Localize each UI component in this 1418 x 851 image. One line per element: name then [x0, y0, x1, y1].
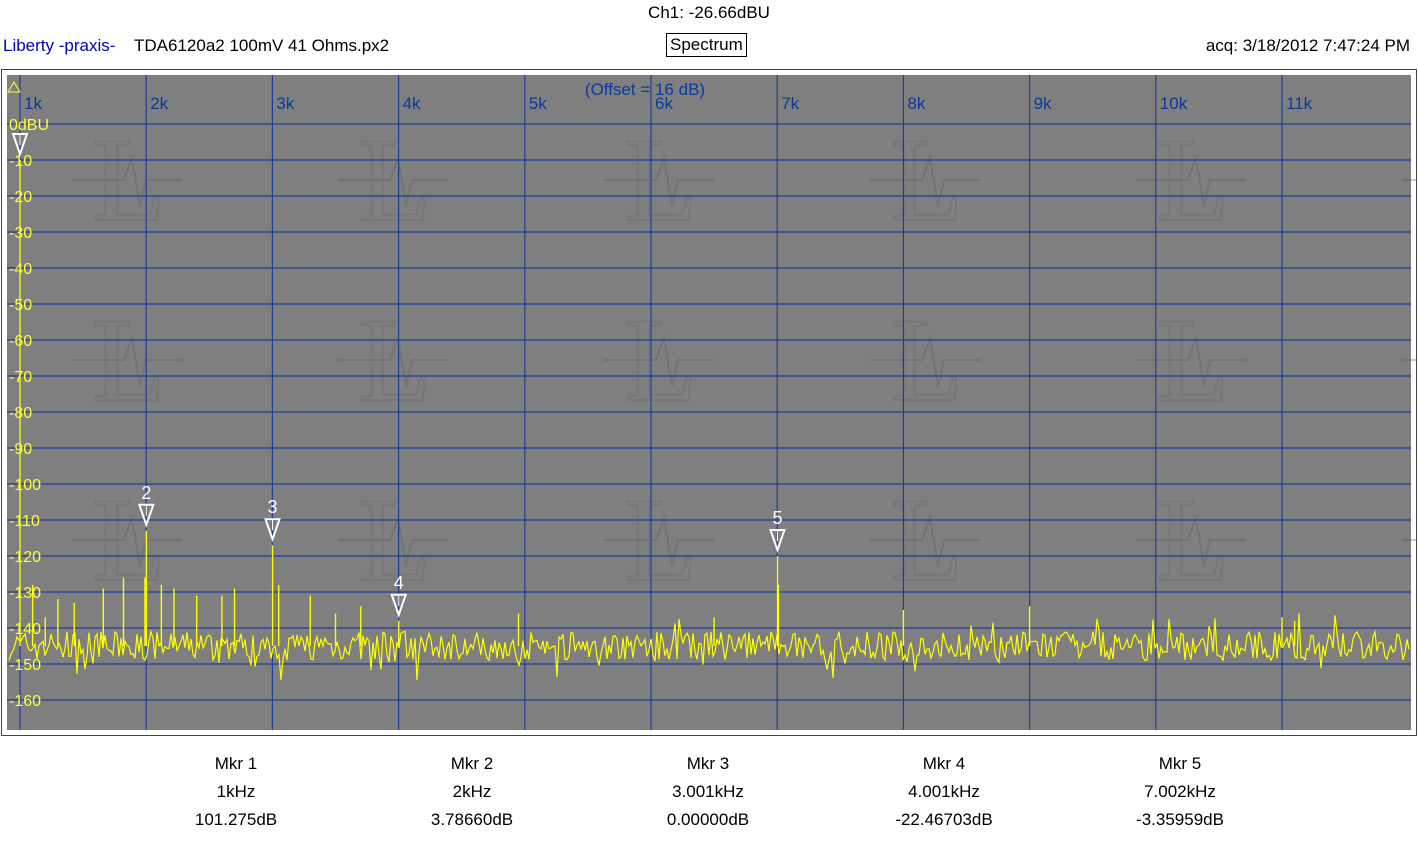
x-tick-label: 10k [1160, 94, 1188, 113]
y-tick-label: -10 [9, 153, 32, 170]
marker-readout-value: -22.46703dB [895, 810, 993, 829]
view-title[interactable]: Spectrum [666, 33, 747, 57]
y-tick-label: -160 [9, 693, 41, 710]
watermark-pulse [870, 334, 980, 387]
marker-readout-name: Mkr 3 [686, 754, 730, 773]
x-tick-label: 11k [1286, 94, 1313, 113]
y-tick-label: -150 [9, 657, 41, 674]
marker-label: 5 [772, 508, 782, 528]
marker-readout-value: 0.00000dB [666, 810, 750, 829]
marker-readout-1: Mkr 1 1kHz 101.275dB [136, 752, 336, 836]
marker-readout-value: 101.275dB [194, 810, 278, 829]
watermark-pulse [72, 154, 182, 207]
marker-readout-freq: 7.002kHz [1144, 782, 1216, 801]
x-tick-label: 5k [529, 94, 547, 113]
watermark-pulse [338, 154, 448, 207]
file-name: TDA6120a2 100mV 41 Ohms.px2 [134, 36, 390, 55]
watermark-letter: L [890, 293, 963, 426]
marker-readout-freq: 1kHz [216, 782, 256, 801]
grid [7, 75, 1411, 730]
y-tick-label: -90 [9, 441, 32, 458]
x-tick-label: 1k [24, 94, 42, 113]
watermark-letter: L [92, 293, 165, 426]
plot-background [7, 75, 1411, 730]
watermark-pulse [1136, 334, 1246, 387]
watermark-pulse [1136, 154, 1246, 207]
x-tick-label: 8k [907, 94, 925, 113]
y-tick-label: -120 [9, 549, 41, 566]
marker-readout-name: Mkr 1 [214, 754, 258, 773]
watermark-letter: L [1156, 473, 1229, 606]
marker-readout-name: Mkr 4 [922, 754, 966, 773]
marker-label: 4 [394, 573, 404, 593]
y-tick-label: -110 [9, 513, 40, 530]
y-tick-label: -30 [9, 225, 32, 242]
marker-readout-5: Mkr 5 7.002kHz -3.35959dB [1080, 752, 1280, 836]
watermark-pulse [870, 514, 980, 567]
y-tick-label: -140 [9, 621, 41, 638]
spectrum-plot[interactable]: LLLLLLLLLLLLLLLLLL1k2k3k4k5k6k7k8k9k10k1… [2, 70, 1416, 735]
reference-arrow-icon [7, 81, 21, 93]
watermark-pulse [72, 514, 182, 567]
brand-label: Liberty -praxis- [3, 36, 116, 55]
marker-readout-value: -3.35959dB [1136, 810, 1224, 829]
watermark: LLLLLLLLLLLLLLLLLL [72, 112, 1416, 607]
y-tick-labels: 0dBU -10 -20 -30 -40 -50 -60 -70 -80 -90 -100 -110 -… [9, 117, 49, 710]
marker-readout-name: Mkr 2 [450, 754, 494, 773]
marker-readout-3: Mkr 3 3.001kHz 0.00000dB [608, 752, 808, 836]
watermark-letter: L [624, 113, 697, 246]
x-tick-label: 3k [276, 94, 294, 113]
watermark-letter: L [358, 473, 431, 606]
watermark-letter: L [1156, 293, 1229, 426]
y-tick-label: -80 [9, 405, 32, 422]
watermark-letter: L [890, 473, 963, 606]
marker-readout-name: Mkr 5 [1158, 754, 1202, 773]
y-tick-label: -100 [9, 477, 41, 494]
channel-reading: Ch1: -26.66dBU [648, 3, 770, 22]
watermark-pulse [1136, 514, 1246, 567]
spectrum-plot-frame[interactable]: LLLLLLLLLLLLLLLLLL1k2k3k4k5k6k7k8k9k10k1… [1, 69, 1417, 736]
y-tick-label: -70 [9, 369, 32, 386]
x-tick-label: 7k [781, 94, 799, 113]
marker-readout-value: 3.78660dB [430, 810, 514, 829]
watermark-pulse [870, 154, 980, 207]
watermark-letter: L [624, 473, 697, 606]
x-tick-label: 6k [655, 94, 673, 113]
marker-label: 3 [268, 497, 278, 517]
acquisition-time: acq: 3/18/2012 7:47:24 PM [1205, 36, 1410, 55]
spectrum-peaks [19, 160, 1296, 646]
marker-readout-freq: 2kHz [452, 782, 492, 801]
watermark-letter: L [624, 293, 697, 426]
y-tick-label: -40 [9, 261, 32, 278]
watermark-pulse [338, 334, 448, 387]
watermark-letter: L [358, 293, 431, 426]
y-tick-label: -50 [9, 297, 32, 314]
marker-readout-2: Mkr 2 2kHz 3.78660dB [372, 752, 572, 836]
x-tick-labels: 1k 2k 3k 4k 5k 6k 7k 8k 9k 10k 11k [24, 94, 1313, 113]
y-tick-label: 0dBU [9, 117, 49, 134]
watermark-pulse [338, 514, 448, 567]
y-tick-label: -20 [9, 189, 32, 206]
watermark-letter: L [1156, 113, 1229, 246]
y-tick-label: -60 [9, 333, 32, 350]
marker-readout-freq: 4.001kHz [908, 782, 980, 801]
watermark-pulse [72, 334, 182, 387]
x-tick-label: 2k [150, 94, 168, 113]
marker-label: 2 [141, 483, 151, 503]
marker-readout-freq: 3.001kHz [672, 782, 744, 801]
watermark-pulse [604, 334, 714, 387]
x-tick-label: 4k [403, 94, 421, 113]
watermark-pulse [604, 514, 714, 567]
marker-readout-4: Mkr 4 4.001kHz -22.46703dB [844, 752, 1044, 836]
x-tick-label: 9k [1034, 94, 1052, 113]
watermark-letter: L [890, 113, 963, 246]
watermark-pulse [604, 154, 714, 207]
y-tick-label: -130 [9, 585, 41, 602]
watermark-letter: L [92, 113, 165, 246]
noise-floor-trace [8, 613, 1410, 681]
offset-note: (Offset = 16 dB) [585, 80, 705, 99]
markers: 2 3 4 5 [11, 133, 786, 618]
watermark-letter: L [92, 473, 165, 606]
watermark-letter: L [358, 113, 431, 246]
